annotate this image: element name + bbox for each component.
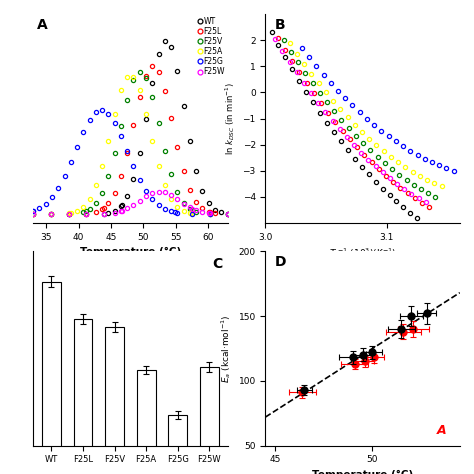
X-axis label: Temperature (°C): Temperature (°C) xyxy=(80,247,181,257)
Bar xyxy=(168,415,187,474)
Text: D: D xyxy=(275,255,287,269)
Bar xyxy=(137,370,155,474)
Y-axis label: ln $k_{DSC}$ (in min$^{-1}$): ln $k_{DSC}$ (in min$^{-1}$) xyxy=(223,82,237,155)
Bar xyxy=(200,367,219,474)
Bar xyxy=(73,319,92,474)
Text: C: C xyxy=(212,257,222,271)
Text: A: A xyxy=(437,424,446,437)
Text: B: B xyxy=(275,18,286,32)
X-axis label: Temperature (°C): Temperature (°C) xyxy=(312,470,413,474)
Y-axis label: $E_a$ (kcal·mol$^{-1}$): $E_a$ (kcal·mol$^{-1}$) xyxy=(219,314,233,383)
X-axis label: $\mathit{T}$ $^{-1}$ (10$^{3}$)(K$^{-1}$): $\mathit{T}$ $^{-1}$ (10$^{3}$)(K$^{-1}$… xyxy=(329,247,396,260)
Bar xyxy=(105,327,124,474)
Legend: WT, F25L, F25V, F25A, F25G, F25W: WT, F25L, F25V, F25A, F25G, F25W xyxy=(197,16,226,77)
Text: A: A xyxy=(37,18,48,32)
Bar xyxy=(42,282,61,474)
